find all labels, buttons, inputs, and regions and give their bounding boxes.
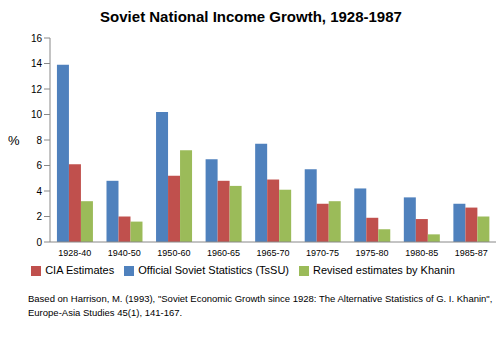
html-text:Based on Harrison, M. (1993),: Based on Harrison, M. (1993), "Soviet Ec… — [28, 293, 493, 304]
svg-text:14: 14 — [31, 58, 43, 69]
svg-text:16: 16 — [31, 33, 43, 44]
svg-text:10: 10 — [31, 109, 43, 120]
svg-text:1985-87: 1985-87 — [455, 248, 488, 258]
svg-text:0: 0 — [36, 237, 42, 248]
svg-text:1970-75: 1970-75 — [306, 248, 339, 258]
svg-text:1965-70: 1965-70 — [256, 248, 289, 258]
svg-text:1975-80: 1975-80 — [356, 248, 389, 258]
svg-text:8: 8 — [36, 135, 42, 146]
html-text:Europe-Asia Studies 45(1), 141: Europe-Asia Studies 45(1), 141-167. — [28, 307, 183, 318]
html-text:Soviet National Income Growth,: Soviet National Income Growth, 1928-1987 — [100, 8, 402, 25]
svg-text:1928-40: 1928-40 — [58, 248, 91, 258]
svg-text:12: 12 — [31, 84, 43, 95]
svg-text:1980-85: 1980-85 — [405, 248, 438, 258]
svg-text:6: 6 — [36, 160, 42, 171]
html-text:Official Soviet Statistics (Ts: Official Soviet Statistics (TsSU) — [138, 264, 289, 276]
svg-text:%: % — [8, 133, 20, 148]
svg-text:1960-65: 1960-65 — [207, 248, 240, 258]
svg-text:4: 4 — [36, 186, 42, 197]
html-text:CIA Estimates: CIA Estimates — [45, 264, 115, 276]
svg-text:2: 2 — [36, 211, 42, 222]
svg-text:1950-60: 1950-60 — [157, 248, 190, 258]
svg-text:1940-50: 1940-50 — [108, 248, 141, 258]
html-text:Revised estimates by Khanin: Revised estimates by Khanin — [313, 264, 455, 276]
